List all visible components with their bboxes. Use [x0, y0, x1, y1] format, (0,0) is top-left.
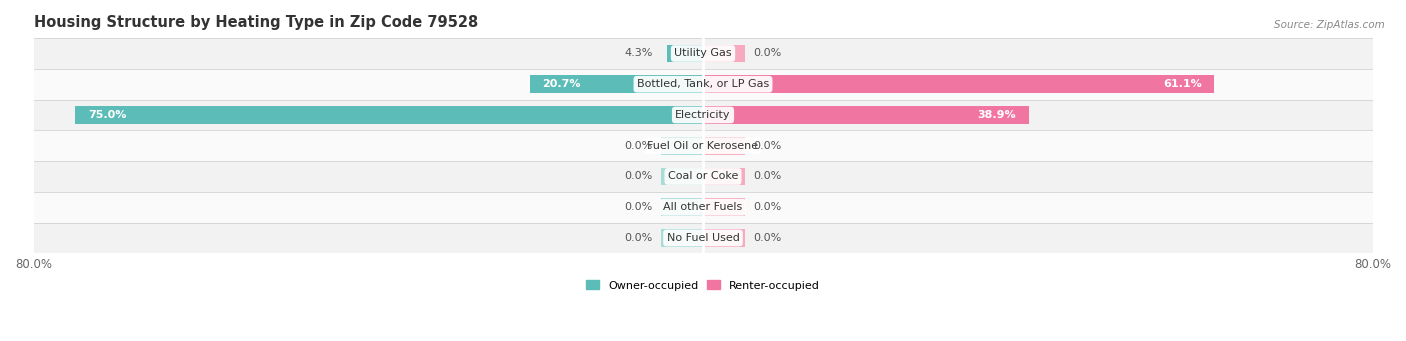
Bar: [34, 223, 1372, 253]
Text: 0.0%: 0.0%: [624, 233, 652, 243]
Bar: [34, 100, 1372, 130]
Text: 0.0%: 0.0%: [624, 141, 652, 151]
Bar: [661, 137, 703, 154]
Bar: [703, 229, 745, 247]
Text: Utility Gas: Utility Gas: [675, 48, 731, 59]
Text: Fuel Oil or Kerosene: Fuel Oil or Kerosene: [647, 141, 759, 151]
Text: Coal or Coke: Coal or Coke: [668, 172, 738, 181]
Text: 0.0%: 0.0%: [754, 233, 782, 243]
Text: All other Fuels: All other Fuels: [664, 202, 742, 212]
Bar: [661, 167, 703, 186]
Text: 4.3%: 4.3%: [624, 48, 652, 59]
Text: 0.0%: 0.0%: [754, 48, 782, 59]
Bar: [34, 38, 1372, 69]
Bar: [661, 198, 703, 216]
Bar: [34, 69, 1372, 100]
Text: 0.0%: 0.0%: [624, 202, 652, 212]
Bar: [666, 45, 703, 62]
Bar: [34, 130, 1372, 161]
Text: 38.9%: 38.9%: [977, 110, 1017, 120]
Bar: [703, 137, 745, 154]
Bar: [703, 75, 1215, 93]
Bar: [703, 167, 745, 186]
Text: Electricity: Electricity: [675, 110, 731, 120]
Bar: [703, 106, 1029, 124]
Text: 0.0%: 0.0%: [754, 141, 782, 151]
Text: 0.0%: 0.0%: [754, 202, 782, 212]
Text: 20.7%: 20.7%: [543, 79, 581, 89]
Text: Source: ZipAtlas.com: Source: ZipAtlas.com: [1274, 20, 1385, 30]
Bar: [34, 161, 1372, 192]
Text: Housing Structure by Heating Type in Zip Code 79528: Housing Structure by Heating Type in Zip…: [34, 15, 478, 30]
Text: 75.0%: 75.0%: [89, 110, 127, 120]
Bar: [703, 45, 745, 62]
Bar: [661, 229, 703, 247]
Bar: [34, 192, 1372, 223]
Bar: [530, 75, 703, 93]
Legend: Owner-occupied, Renter-occupied: Owner-occupied, Renter-occupied: [581, 276, 825, 295]
Text: 0.0%: 0.0%: [754, 172, 782, 181]
Text: Bottled, Tank, or LP Gas: Bottled, Tank, or LP Gas: [637, 79, 769, 89]
Bar: [76, 106, 703, 124]
Text: 0.0%: 0.0%: [624, 172, 652, 181]
Bar: [703, 198, 745, 216]
Text: 61.1%: 61.1%: [1163, 79, 1202, 89]
Text: No Fuel Used: No Fuel Used: [666, 233, 740, 243]
